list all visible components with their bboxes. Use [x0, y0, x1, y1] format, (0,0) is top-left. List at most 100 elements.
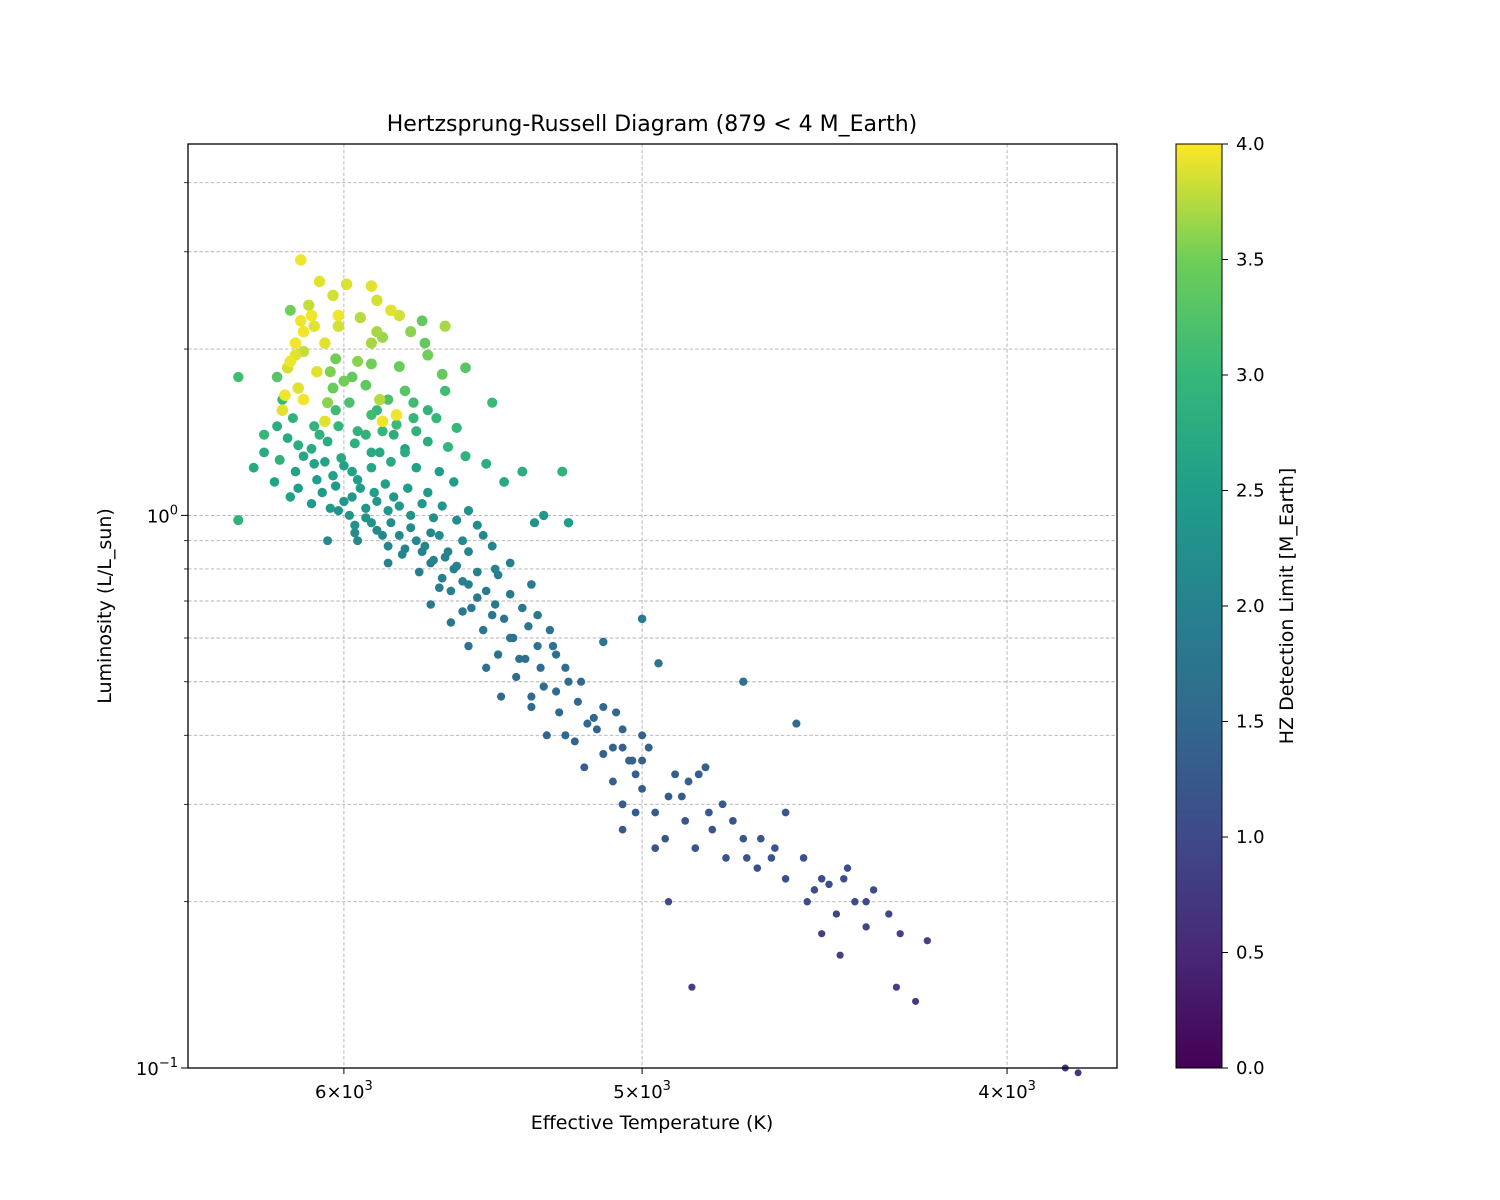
y-tick-label: 10−1 [136, 1056, 178, 1080]
data-point [505, 633, 515, 643]
data-point [371, 326, 383, 338]
data-point [767, 854, 776, 862]
data-point [473, 593, 482, 602]
data-point [360, 379, 372, 391]
data-point [390, 409, 403, 421]
data-point [332, 320, 345, 332]
data-point [499, 477, 509, 487]
data-point [276, 404, 289, 416]
data-point [583, 719, 592, 728]
data-point [570, 737, 579, 746]
data-point [408, 397, 419, 408]
data-point [460, 362, 471, 374]
data-point [505, 558, 515, 568]
data-point [393, 361, 405, 372]
data-point [339, 496, 349, 507]
data-point [274, 454, 285, 465]
data-point [233, 515, 244, 526]
data-point [521, 654, 530, 664]
data-point [561, 663, 570, 672]
data-point [293, 440, 304, 451]
data-point [420, 541, 430, 551]
data-point [354, 311, 366, 324]
data-point [344, 510, 355, 521]
data-point [440, 552, 450, 562]
data-point [298, 451, 309, 462]
data-point [664, 898, 673, 906]
data-point [478, 530, 488, 540]
data-point [817, 875, 826, 883]
data-point [439, 320, 451, 332]
data-point [295, 254, 307, 266]
data-point [328, 470, 338, 481]
data-point [612, 708, 621, 717]
data-point [449, 477, 459, 487]
data-point [625, 756, 634, 765]
data-point [271, 371, 283, 383]
data-point [608, 777, 617, 786]
colorbar-tick-label: 3.5 [1236, 250, 1265, 271]
data-point [383, 505, 393, 516]
data-point [892, 983, 900, 991]
data-point [365, 280, 378, 292]
data-point [339, 460, 349, 471]
data-point [350, 520, 360, 530]
data-point [539, 682, 548, 691]
data-point [400, 447, 410, 458]
data-point [423, 487, 433, 498]
data-point [527, 692, 536, 701]
data-point [386, 456, 396, 467]
data-point [458, 576, 467, 586]
data-point [355, 483, 366, 493]
data-point [292, 382, 304, 394]
data-point [385, 304, 397, 317]
data-point [599, 750, 608, 758]
data-point [799, 854, 808, 862]
data-point [320, 456, 330, 467]
data-point [490, 600, 500, 609]
colorbar-tick-label: 4.0 [1236, 134, 1265, 155]
data-point [322, 436, 333, 447]
data-point [592, 725, 601, 734]
data-point [319, 337, 331, 349]
data-point [472, 567, 482, 577]
colorbar-tick-label: 3.0 [1236, 365, 1265, 386]
data-point [708, 825, 717, 834]
data-point [290, 466, 301, 477]
data-point [512, 672, 521, 682]
data-point [305, 309, 318, 322]
data-point [638, 731, 647, 740]
data-point [309, 421, 320, 432]
data-point [303, 299, 315, 311]
data-point [313, 275, 326, 288]
data-point [644, 743, 653, 752]
data-point [431, 413, 442, 424]
data-point [452, 515, 462, 525]
data-point [505, 589, 515, 599]
data-point [524, 622, 533, 631]
data-point [297, 325, 310, 338]
data-point [651, 808, 660, 817]
data-point [312, 475, 322, 485]
data-point [923, 937, 931, 945]
data-point [422, 436, 433, 447]
data-point [366, 409, 377, 421]
data-point [638, 784, 647, 793]
data-point [369, 487, 379, 498]
data-point [284, 304, 296, 316]
data-point [599, 702, 608, 712]
data-point [701, 763, 710, 772]
data-point [487, 397, 498, 408]
grid-lines [188, 144, 1117, 1069]
data-point [269, 477, 280, 487]
data-point [497, 692, 506, 701]
data-point [840, 875, 848, 883]
data-point [756, 834, 765, 843]
data-point [338, 375, 350, 387]
data-point [391, 419, 402, 430]
data-point [608, 743, 617, 752]
colorbar-tick-label: 1.0 [1236, 827, 1265, 848]
data-point [452, 561, 462, 571]
data-point [406, 510, 416, 521]
